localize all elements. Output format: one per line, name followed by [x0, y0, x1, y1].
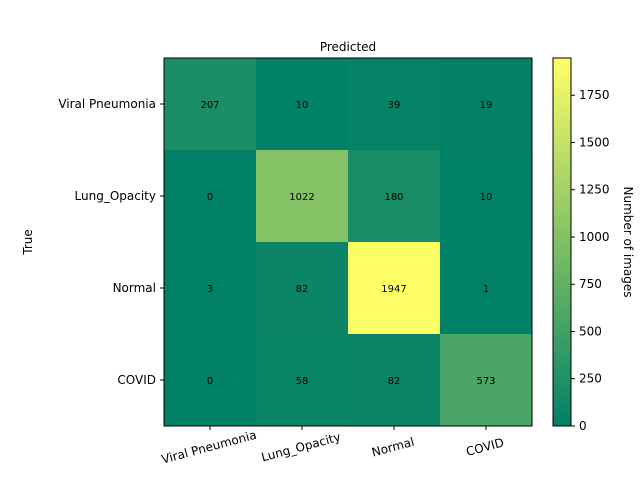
heatmap-cell: [440, 334, 533, 427]
x-tick-label: Viral Pneumonia: [160, 428, 258, 467]
heatmap-cell: [256, 150, 349, 243]
cell-value-label: 19: [480, 100, 493, 111]
cell-value-label: 39: [388, 100, 401, 111]
x-tick-label: Normal: [370, 435, 416, 460]
heatmap-cell: [164, 242, 257, 335]
cell-value-label: 573: [476, 376, 495, 387]
y-tick-label: Normal: [113, 281, 156, 295]
colorbar-ticks: 0 250 500 750 1000 1250 1500 1750: [571, 88, 610, 433]
cell-value-label: 0: [207, 192, 213, 203]
y-tick-label: Viral Pneumonia: [58, 97, 156, 111]
heatmap-cell: [348, 58, 441, 151]
colorbar-tick-label: 500: [579, 324, 602, 338]
colorbar-tick-label: 1000: [579, 230, 610, 244]
cell-value-label: 3: [207, 284, 213, 295]
colorbar: [552, 57, 572, 427]
heatmap-cell: [256, 334, 349, 427]
colorbar-tick-label: 1250: [579, 183, 610, 197]
heatmap-cell: [256, 242, 349, 335]
colorbar-tick-label: 750: [579, 277, 602, 291]
cell-value-label: 180: [384, 192, 403, 203]
colorbar-tick-label: 250: [579, 372, 602, 386]
heatmap-cells: [164, 58, 533, 427]
cell-value-label: 10: [296, 100, 309, 111]
heatmap-cell: [348, 150, 441, 243]
heatmap-cell: [164, 150, 257, 243]
heatmap-cell: [164, 334, 257, 427]
x-tick-label: COVID: [465, 435, 506, 459]
colorbar-tick-label: 0: [579, 419, 587, 433]
colorbar-label: Number of images: [621, 186, 635, 297]
heatmap-cell: [440, 58, 533, 151]
cell-value-label: 1947: [381, 284, 406, 295]
cell-value-label: 10: [480, 192, 493, 203]
chart-title: Predicted: [320, 40, 376, 54]
plot-frame: [163, 57, 533, 427]
cell-value-label: 82: [388, 376, 401, 387]
colorbar-tick-label: 1500: [579, 135, 610, 149]
heatmap-cell: [348, 242, 441, 335]
heatmap-cell: [348, 334, 441, 427]
cell-annotations: 207 10 39 190 1022 180 103 82 1947 10 58 82 573: [200, 100, 495, 387]
cell-value-label: 82: [296, 284, 309, 295]
y-axis-ticks: Viral Pneumonia Lung_Opacity Normal COVID: [58, 97, 164, 387]
colorbar-tick-label: 1750: [579, 88, 610, 102]
heatmap-cell: [164, 58, 257, 151]
cell-value-label: 0: [207, 376, 213, 387]
cell-value-label: 207: [200, 100, 219, 111]
y-tick-label: Lung_Opacity: [75, 189, 156, 203]
heatmap-cell: [256, 58, 349, 151]
heatmap-cell: [440, 150, 533, 243]
x-tick-label: Lung_Opacity: [260, 430, 342, 465]
cell-value-label: 1: [483, 284, 489, 295]
y-tick-label: COVID: [117, 373, 156, 387]
cell-value-label: 58: [296, 376, 309, 387]
y-axis-title: True: [21, 229, 35, 256]
heatmap-cell: [440, 242, 533, 335]
x-axis-ticks: Viral Pneumonia Lung_Opacity Normal COVID: [160, 426, 505, 467]
cell-value-label: 1022: [289, 192, 314, 203]
